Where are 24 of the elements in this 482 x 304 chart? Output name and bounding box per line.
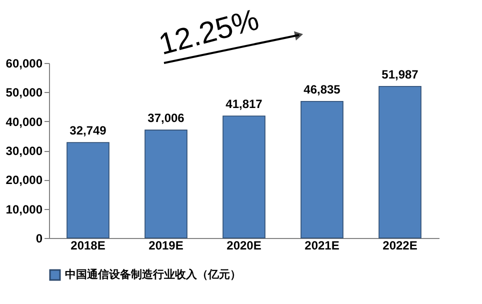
data-label: 32,749 — [70, 123, 107, 138]
y-tick-label: 40,000 — [6, 114, 43, 129]
data-label: 46,835 — [304, 82, 341, 96]
bar — [66, 142, 110, 238]
bar — [300, 101, 344, 238]
x-tick-label: 2021E — [304, 238, 340, 252]
y-tick-label: 10,000 — [6, 202, 43, 216]
text: 12.25% — [155, 3, 262, 62]
data-label: 51,987 — [382, 67, 419, 82]
x-tick-label: 2022E — [382, 238, 418, 252]
bar — [144, 130, 188, 238]
x-tick-label: 2018E — [70, 238, 106, 252]
data-label: 37,006 — [148, 111, 185, 126]
x-tick-label: 2020E — [226, 238, 262, 252]
bar — [378, 86, 422, 238]
y-tick-label: 20,000 — [6, 173, 43, 188]
y-tick-label: 30,000 — [6, 144, 43, 158]
bar — [222, 116, 266, 238]
y-tick-label: 60,000 — [6, 56, 43, 70]
y-tick-label: 50,000 — [6, 86, 43, 100]
y-tick-label: 0 — [36, 232, 43, 246]
legend-label: 中国通信设备制造行业收入（亿元） — [65, 268, 241, 281]
x-tick-label: 2019E — [148, 238, 184, 252]
data-label: 41,817 — [226, 97, 263, 112]
